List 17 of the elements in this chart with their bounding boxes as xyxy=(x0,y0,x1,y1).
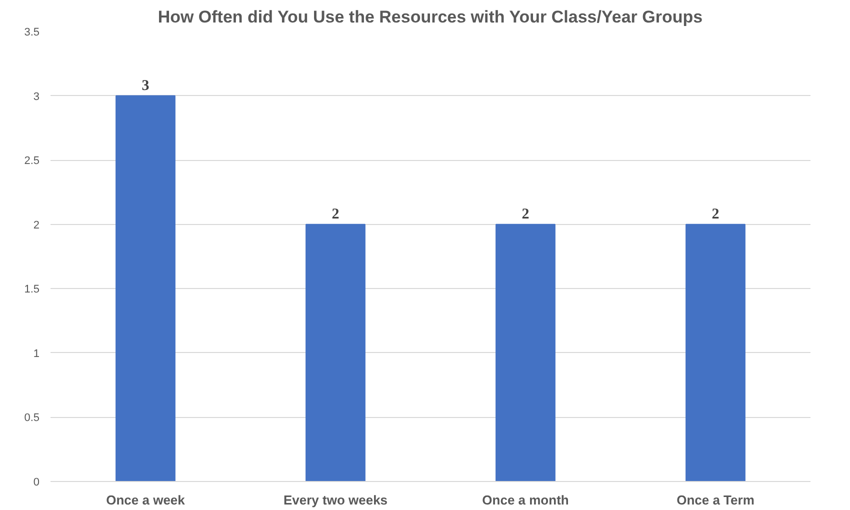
x-tick-label: Once a month xyxy=(482,492,569,508)
x-tick-label: Once a week xyxy=(106,492,186,508)
y-tick-label: 1.5 xyxy=(24,284,40,296)
y-tick-label: 0 xyxy=(33,476,40,488)
x-tick-label: Once a Term xyxy=(676,492,754,508)
chart-title: How Often did You Use the Resources with Your Class/Year Groups xyxy=(158,8,703,26)
data-label: 2 xyxy=(332,206,340,222)
y-tick-label: 1 xyxy=(33,348,40,360)
data-label: 2 xyxy=(522,206,530,222)
y-tick-label: 3.5 xyxy=(24,26,40,38)
y-tick-label: 2 xyxy=(33,219,40,232)
y-tick-label: 0.5 xyxy=(24,412,40,424)
data-label: 2 xyxy=(712,206,720,222)
y-tick-label: 3 xyxy=(33,90,40,103)
x-tick-label: Every two weeks xyxy=(283,492,388,508)
data-label: 3 xyxy=(142,78,150,94)
y-tick-label: 2.5 xyxy=(24,155,40,168)
